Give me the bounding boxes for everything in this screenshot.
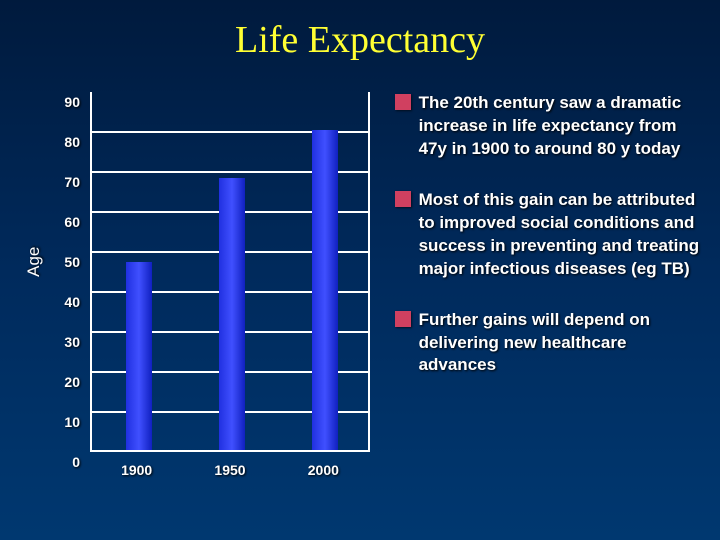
y-tick-label: 20 — [64, 374, 80, 390]
y-tick-label: 90 — [64, 94, 80, 110]
page-title: Life Expectancy — [0, 0, 720, 62]
bar — [126, 262, 152, 450]
plot-area — [90, 92, 370, 452]
bullet-text: Further gains will depend on delivering … — [419, 309, 700, 378]
bullet-marker-icon — [395, 94, 411, 110]
x-tick-label: 1900 — [121, 462, 152, 478]
bullet-marker-icon — [395, 311, 411, 327]
y-tick-label: 10 — [64, 414, 80, 430]
y-tick-label: 80 — [64, 134, 80, 150]
bullet-item: Most of this gain can be attributed to i… — [395, 189, 700, 281]
y-tick-label: 40 — [64, 294, 80, 310]
bar — [312, 130, 338, 450]
bullet-item: Further gains will depend on delivering … — [395, 309, 700, 378]
bar — [219, 178, 245, 450]
y-tick-label: 30 — [64, 334, 80, 350]
x-tick-label: 1950 — [214, 462, 245, 478]
y-axis-label: Age — [24, 247, 44, 277]
bullet-item: The 20th century saw a dramatic increase… — [395, 92, 700, 161]
x-tick-label: 2000 — [308, 462, 339, 478]
content-row: Age 0102030405060708090190019502000 The … — [0, 62, 720, 405]
chart-box: 0102030405060708090190019502000 — [90, 92, 370, 452]
bullet-marker-icon — [395, 191, 411, 207]
chart-area: Age 0102030405060708090190019502000 — [20, 82, 385, 405]
bullet-text: Most of this gain can be attributed to i… — [419, 189, 700, 281]
y-tick-label: 60 — [64, 214, 80, 230]
bullet-list: The 20th century saw a dramatic increase… — [385, 82, 700, 405]
y-tick-label: 0 — [72, 454, 80, 470]
y-tick-label: 70 — [64, 174, 80, 190]
bullet-text: The 20th century saw a dramatic increase… — [419, 92, 700, 161]
y-tick-label: 50 — [64, 254, 80, 270]
